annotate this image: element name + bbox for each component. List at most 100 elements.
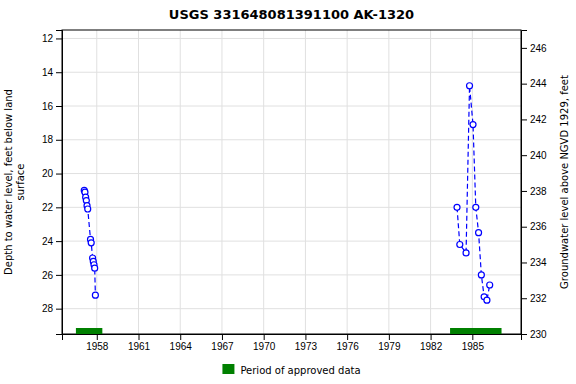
axis-line bbox=[56, 31, 63, 335]
tick: 1976 bbox=[337, 334, 360, 352]
series-marker bbox=[92, 265, 98, 271]
tick-mark bbox=[56, 174, 62, 175]
tick: 22 bbox=[42, 202, 62, 213]
tick-label: 238 bbox=[530, 186, 547, 197]
tick-mark bbox=[431, 334, 432, 340]
tick-mark bbox=[521, 334, 527, 335]
y2-axis: 230 232 234 236 238 240 242 244 246 bbox=[521, 31, 547, 340]
series-marker bbox=[454, 204, 460, 210]
tick-mark bbox=[222, 334, 223, 340]
tick: 242 bbox=[521, 114, 547, 125]
grid-line bbox=[62, 308, 521, 309]
tick: 234 bbox=[521, 257, 547, 268]
tick: 1973 bbox=[295, 334, 318, 352]
grid-line bbox=[62, 173, 521, 174]
tick-mark bbox=[347, 334, 348, 340]
tick: 24 bbox=[42, 236, 62, 247]
y-axis: 12 14 16 18 20 22 24 26 28 bbox=[42, 31, 63, 335]
tick-mark bbox=[472, 334, 473, 340]
series-marker bbox=[85, 206, 91, 212]
tick: 232 bbox=[521, 293, 547, 304]
tick-label: 1976 bbox=[337, 341, 360, 352]
tick-label: 232 bbox=[530, 293, 547, 304]
grid-line bbox=[62, 139, 521, 140]
series-marker bbox=[476, 230, 482, 236]
data-layer bbox=[76, 83, 502, 334]
tick-mark bbox=[521, 155, 527, 156]
grid-line bbox=[62, 241, 521, 242]
chart: 1958196119641967197019731976197919821985… bbox=[0, 0, 576, 384]
axis-line bbox=[522, 31, 528, 335]
grid-line bbox=[62, 106, 521, 107]
grid-line bbox=[62, 38, 521, 39]
tick-label: 246 bbox=[530, 43, 547, 54]
tick-mark bbox=[56, 140, 62, 141]
tick-mark bbox=[521, 298, 527, 299]
grid-line bbox=[62, 207, 521, 208]
tick-label: 28 bbox=[42, 303, 54, 314]
tick: 246 bbox=[521, 43, 547, 54]
tick-mark bbox=[521, 119, 527, 120]
tick: 16 bbox=[42, 101, 62, 112]
plot: 1958196119641967197019731976197919821985… bbox=[3, 30, 570, 352]
tick: 1958 bbox=[86, 334, 109, 352]
series-marker bbox=[457, 241, 463, 247]
y2-axis-label: Groundwater level above NGVD 1929, feet bbox=[559, 75, 570, 289]
tick: 1985 bbox=[462, 334, 485, 352]
series-marker bbox=[467, 83, 473, 89]
tick-label: 240 bbox=[530, 150, 547, 161]
tick-mark bbox=[305, 334, 306, 340]
tick: 244 bbox=[521, 78, 547, 89]
tick-label: 12 bbox=[42, 33, 54, 44]
tick-mark bbox=[264, 334, 265, 340]
tick-label: 1985 bbox=[462, 341, 485, 352]
tick-label: 1973 bbox=[295, 341, 318, 352]
tick: 236 bbox=[521, 221, 547, 232]
tick: 1964 bbox=[170, 334, 193, 352]
tick: 230 bbox=[521, 329, 547, 340]
tick: 28 bbox=[42, 303, 62, 314]
grid-line bbox=[305, 30, 306, 334]
grid-line bbox=[263, 30, 264, 334]
grid-line bbox=[138, 30, 139, 334]
tick: 240 bbox=[521, 150, 547, 161]
tick-label: 14 bbox=[42, 67, 54, 78]
series-marker bbox=[484, 297, 490, 303]
tick-label: 22 bbox=[42, 202, 54, 213]
tick-label: 1961 bbox=[128, 341, 151, 352]
plot-frame bbox=[62, 30, 521, 334]
grid-line bbox=[221, 30, 222, 334]
grid-line bbox=[62, 72, 521, 73]
tick-label: 242 bbox=[530, 114, 547, 125]
tick-label: 236 bbox=[530, 221, 547, 232]
tick: 1961 bbox=[128, 334, 151, 352]
series-marker bbox=[478, 272, 484, 278]
series-line bbox=[84, 190, 95, 295]
title: USGS 331648081391100 AK-1320 bbox=[169, 7, 414, 22]
grid-line bbox=[62, 274, 521, 275]
tick-mark bbox=[389, 334, 390, 340]
tick: 12 bbox=[42, 33, 62, 44]
tick-mark bbox=[56, 106, 62, 107]
grid-line bbox=[388, 30, 389, 334]
grid-line bbox=[472, 30, 473, 334]
tick: 20 bbox=[42, 168, 62, 179]
grid-line bbox=[96, 30, 97, 334]
grid-line bbox=[430, 30, 431, 334]
approved-period bbox=[76, 328, 102, 334]
tick: 238 bbox=[521, 186, 547, 197]
tick-mark bbox=[56, 275, 62, 276]
tick-mark bbox=[56, 309, 62, 310]
tick: 26 bbox=[42, 270, 62, 281]
tick-label: 16 bbox=[42, 101, 54, 112]
tick-mark bbox=[56, 241, 62, 242]
series-marker bbox=[487, 282, 493, 288]
tick-mark bbox=[180, 334, 181, 340]
tick-label: 1982 bbox=[420, 341, 443, 352]
tick-label: 26 bbox=[42, 270, 54, 281]
tick: 18 bbox=[42, 134, 62, 145]
tick-mark bbox=[521, 48, 527, 49]
series-marker bbox=[470, 122, 476, 128]
tick-mark bbox=[56, 38, 62, 39]
y-axis-label: Depth to water level, feet below landsur… bbox=[3, 89, 26, 275]
